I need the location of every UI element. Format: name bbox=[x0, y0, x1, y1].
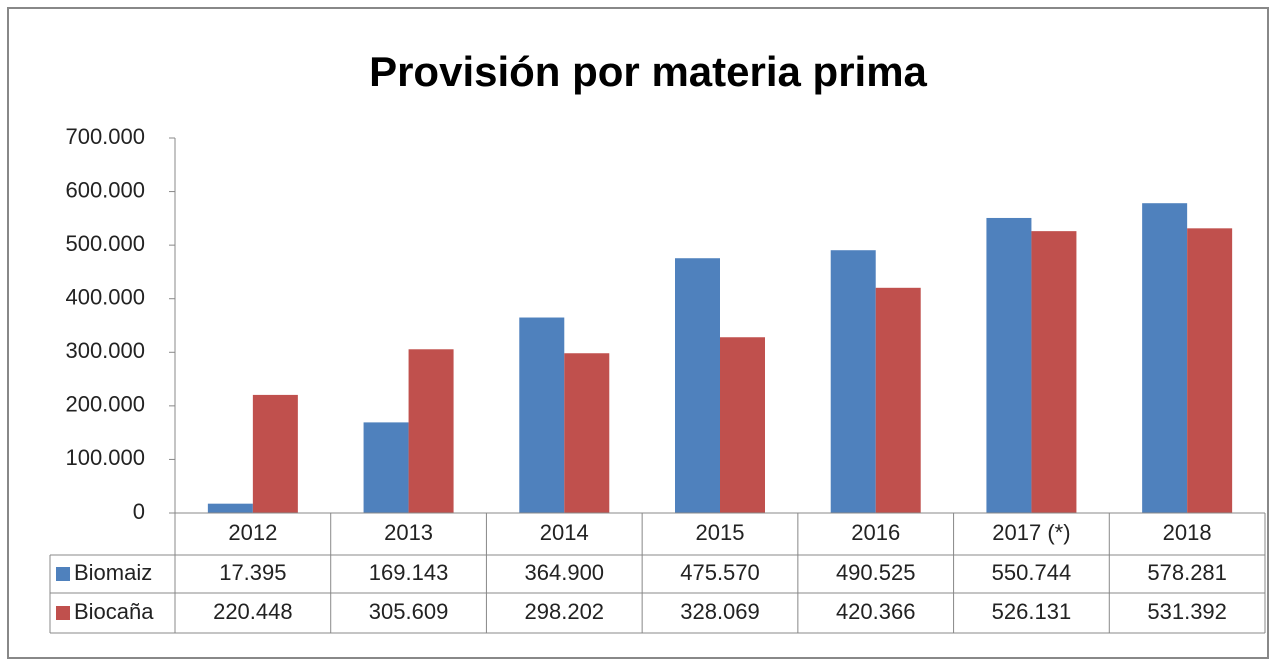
y-tick-label: 500.000 bbox=[65, 231, 145, 256]
table-value: 305.609 bbox=[369, 599, 449, 624]
x-tick-label: 2014 bbox=[540, 520, 589, 545]
bar bbox=[207, 503, 253, 513]
x-tick-label: 2013 bbox=[384, 520, 433, 545]
x-tick-label: 2018 bbox=[1163, 520, 1212, 545]
y-tick-label: 700.000 bbox=[65, 124, 145, 149]
bar bbox=[830, 250, 876, 513]
y-tick-label: 600.000 bbox=[65, 177, 145, 202]
bar bbox=[875, 287, 921, 513]
bar bbox=[1031, 231, 1077, 513]
table-value: 364.900 bbox=[525, 560, 605, 585]
table-value: 531.392 bbox=[1147, 599, 1227, 624]
x-tick-label: 2012 bbox=[228, 520, 277, 545]
bar bbox=[675, 258, 720, 513]
y-tick-label: 0 bbox=[133, 499, 145, 524]
bar bbox=[986, 217, 1032, 514]
bar bbox=[363, 422, 409, 513]
bar bbox=[519, 317, 565, 513]
y-tick-label: 200.000 bbox=[65, 392, 145, 417]
table-value: 475.570 bbox=[680, 560, 760, 585]
table-value: 420.366 bbox=[836, 599, 916, 624]
bar bbox=[1187, 228, 1233, 513]
table-value: 17.395 bbox=[219, 560, 286, 585]
x-tick-label: 2016 bbox=[851, 520, 900, 545]
table-value: 550.744 bbox=[992, 560, 1072, 585]
x-tick-label: 2015 bbox=[696, 520, 745, 545]
table-value: 220.448 bbox=[213, 599, 293, 624]
y-tick-label: 100.000 bbox=[65, 445, 145, 470]
table-value: 526.131 bbox=[992, 599, 1072, 624]
table-value: 578.281 bbox=[1147, 560, 1227, 585]
table-value: 328.069 bbox=[680, 599, 760, 624]
y-tick-label: 300.000 bbox=[65, 338, 145, 363]
legend-label: Biocaña bbox=[74, 599, 154, 624]
y-tick-label: 400.000 bbox=[65, 285, 145, 310]
chart-title: Provisión por materia prima bbox=[369, 48, 927, 95]
bar bbox=[720, 337, 765, 513]
legend-swatch bbox=[56, 606, 70, 620]
bar bbox=[564, 353, 610, 513]
table-value: 298.202 bbox=[525, 599, 605, 624]
legend-swatch bbox=[56, 567, 70, 581]
legend-label: Biomaiz bbox=[74, 560, 152, 585]
chart-border bbox=[7, 7, 1269, 659]
bar bbox=[252, 394, 298, 513]
bar bbox=[408, 349, 454, 513]
table-value: 169.143 bbox=[369, 560, 449, 585]
x-tick-label: 2017 (*) bbox=[992, 520, 1070, 545]
bar bbox=[1142, 203, 1188, 513]
table-value: 490.525 bbox=[836, 560, 916, 585]
